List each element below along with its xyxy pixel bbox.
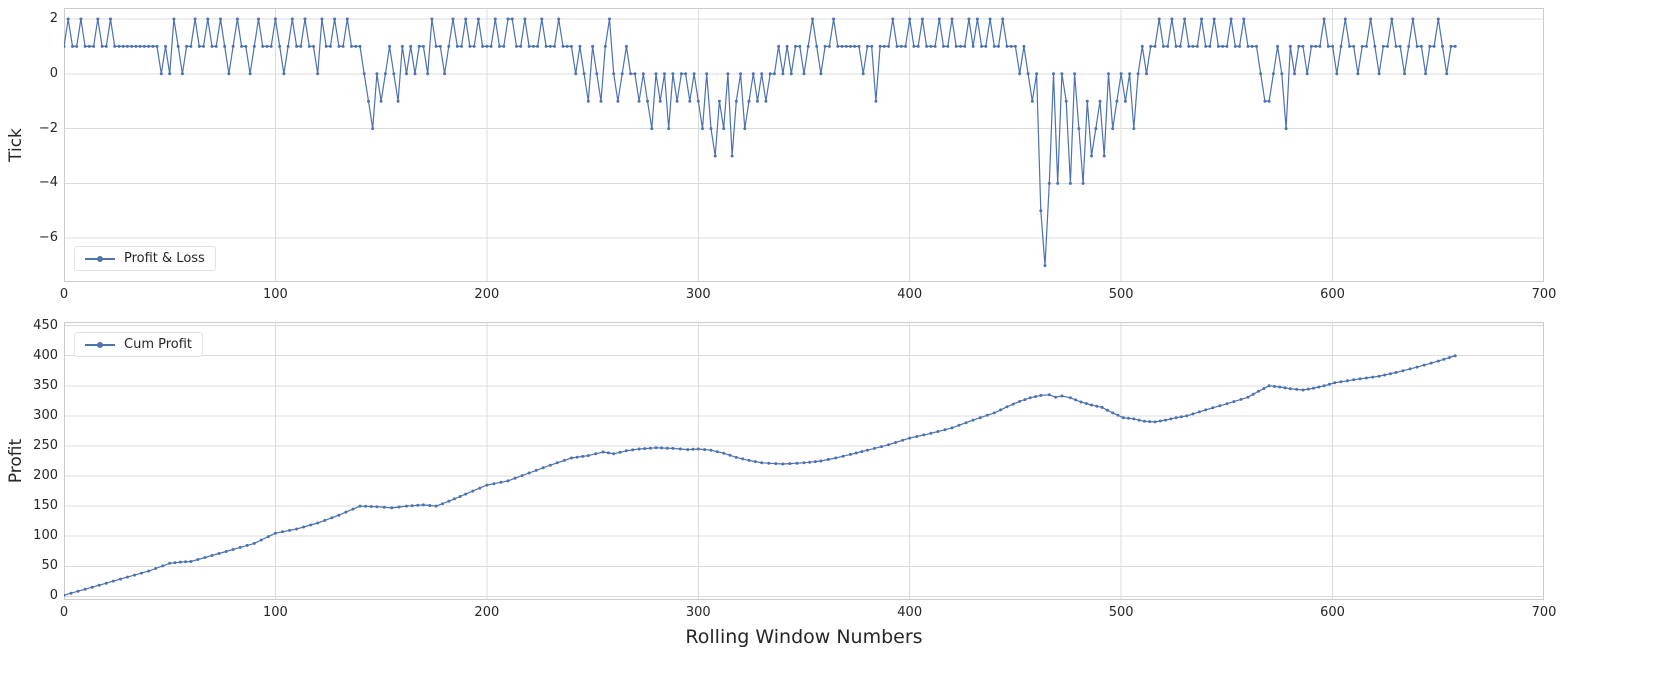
legend-label: Cum Profit	[124, 337, 193, 352]
x-tick-label: 300	[685, 605, 711, 620]
x-tick-label: 0	[59, 287, 69, 302]
y-tick-label: 0	[49, 588, 58, 604]
y-tick-label: −6	[38, 230, 58, 246]
y-tick-label: 250	[33, 437, 58, 453]
y-tick-label: 0	[49, 65, 58, 81]
legend-profit-loss: Profit & Loss	[74, 246, 216, 271]
x-tick-label: 500	[1108, 605, 1134, 620]
x-tick-label: 0	[59, 605, 69, 620]
y-tick-label: 50	[41, 558, 58, 574]
y-tick-label: 100	[33, 528, 58, 544]
x-tick-label: 600	[1320, 605, 1345, 620]
x-tick-label: 500	[1108, 287, 1134, 302]
x-tick-label: 700	[1531, 287, 1557, 302]
legend-label: Profit & Loss	[124, 251, 205, 266]
legend-cum-profit: Cum Profit	[74, 332, 204, 357]
x-tick-label: 300	[685, 287, 711, 302]
x-tick-label: 400	[897, 287, 923, 302]
y-tick-label: 150	[33, 498, 58, 514]
y-tick-label: 350	[33, 377, 58, 393]
x-tick-label: 200	[474, 287, 500, 302]
y-tick-label: 450	[33, 317, 58, 333]
y-tick-label: 200	[33, 468, 58, 484]
x-tick-label: 700	[1531, 605, 1557, 620]
y-tick-label: 300	[33, 407, 58, 423]
tick-chart-plot	[64, 8, 1544, 282]
y-tick-label: 400	[33, 347, 58, 363]
x-tick-label: 400	[897, 605, 923, 620]
x-tick-label: 600	[1320, 287, 1345, 302]
x-tick-label: 100	[263, 287, 288, 302]
x-axis-label: Rolling Window Numbers	[685, 626, 923, 648]
y-tick-label: 2	[49, 10, 58, 26]
y-tick-label: −2	[38, 120, 58, 136]
y-tick-label: −4	[38, 175, 58, 191]
x-tick-label: 100	[263, 605, 288, 620]
profit-chart-plot	[64, 322, 1544, 600]
legend-line-marker-icon	[85, 255, 115, 262]
x-tick-label: 200	[474, 605, 500, 620]
legend-line-marker-icon	[85, 341, 115, 348]
